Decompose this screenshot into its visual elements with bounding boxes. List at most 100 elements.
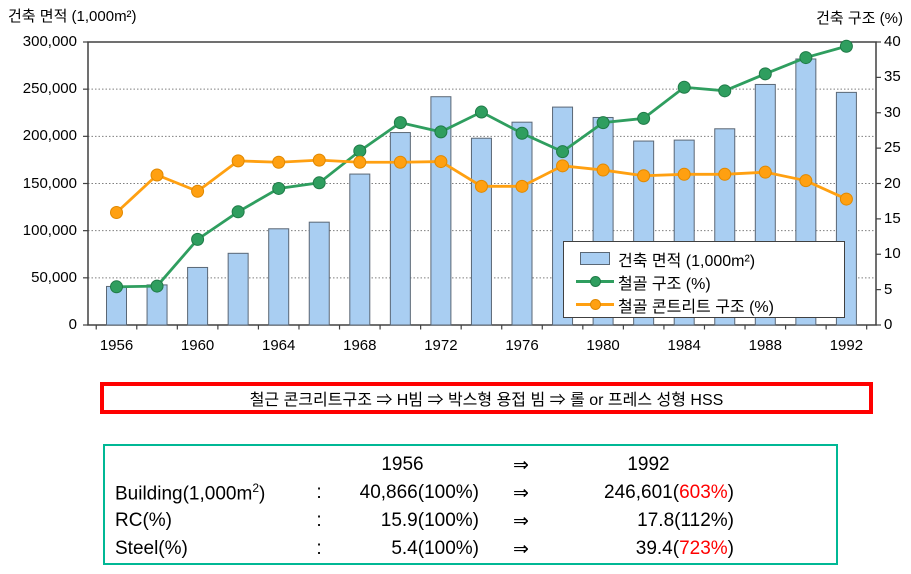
- legend-item: 건축 면적 (1,000m²): [576, 247, 844, 270]
- superscript: 2: [252, 480, 259, 495]
- rc-structure-point: [110, 206, 123, 220]
- x-axis-tick-label: 1980: [586, 337, 620, 354]
- steel-structure-point: [231, 205, 245, 219]
- bar-swatch: [580, 252, 610, 265]
- evolution-banner: 철근 콘크리트구조 ⇒ H빔 ⇒ 박스형 용접 빔 ⇒ 롤 or 프레스 성형 …: [100, 382, 873, 414]
- building-area-swatch-icon: [576, 252, 614, 265]
- value-1992: 17.8(112%): [637, 510, 734, 531]
- summary-row: RC(%): 15.9(100%) ⇒ 17.8(112%): [115, 507, 836, 535]
- right-axis-tick-label: 35: [884, 68, 901, 86]
- left-axis-tick-label: 50,000: [31, 268, 77, 286]
- legend-item-label: 철골 구조 (%): [618, 275, 711, 293]
- row-colon: :: [316, 482, 322, 503]
- right-axis-tick-label: 5: [884, 280, 893, 298]
- rc-structure-point: [191, 184, 205, 198]
- x-axis-tick-label: 1968: [343, 337, 377, 354]
- steel-structure-point: [758, 67, 772, 81]
- row-arrow-icon: ⇒: [513, 482, 529, 504]
- left-axis-tick-label: 200,000: [22, 127, 77, 145]
- steel-structure-point: [434, 125, 448, 139]
- rc-structure-point: [474, 179, 488, 193]
- rc-structure-point: [353, 155, 367, 169]
- rc-structure-point: [637, 169, 651, 183]
- rc-structure-point: [515, 179, 529, 193]
- x-axis-tick-label: 1988: [748, 337, 782, 354]
- legend-item: 철골 구조 (%): [576, 270, 844, 293]
- building-area-bar: [430, 96, 452, 326]
- header-year-1956: 1956: [381, 454, 424, 475]
- left-axis-tick-label: 0: [68, 316, 77, 333]
- legend-item-label: 건축 면적 (1,000m²): [618, 252, 756, 270]
- building-area-bar: [349, 173, 371, 326]
- rc-structure-point: [312, 153, 326, 167]
- steel-structure-point: [150, 279, 164, 293]
- row-label: Building(1,000m2): [115, 480, 266, 505]
- value-1956: 5.4(100%): [391, 538, 479, 559]
- steel-structure-point: [312, 176, 326, 190]
- steel-structure-point: [677, 80, 691, 94]
- rc-structure-point: [758, 165, 772, 179]
- left-axis-tick-labels: 300,000 250,000 200,000 150,000 100,000 50,00…: [0, 0, 81, 345]
- x-axis-tick-label: 1956: [99, 337, 134, 354]
- rc-structure-point: [393, 155, 407, 169]
- left-axis-tick-label: 300,000: [22, 33, 77, 50]
- right-axis-tick-label: 20: [884, 174, 901, 192]
- building-area-bar: [187, 266, 209, 326]
- x-axis-tick-label: 1964: [262, 337, 296, 354]
- x-axis-tick-label: 1972: [424, 337, 458, 354]
- steel-structure-point: [272, 181, 286, 195]
- right-axis-tick-labels: 40 35 30 25 20 15 10 5 0: [882, 0, 911, 345]
- summary-row: Building(1,000m2): 40,866(100%) ⇒ 246,601(6…: [115, 479, 836, 507]
- dot-swatch: [589, 276, 601, 287]
- rc-structure-point: [272, 155, 286, 169]
- summary-header-row: 1956 ⇒ 1992: [115, 451, 836, 479]
- rc-structure-point: [799, 174, 813, 188]
- left-axis-tick-label: 100,000: [22, 221, 77, 239]
- steel-structure-point: [839, 39, 853, 53]
- summary-table: 1956 ⇒ 1992 Building(1,000m2): 40,866(100%) ⇒…: [103, 444, 838, 565]
- left-axis-title: 건축 면적 (1,000m²): [8, 8, 137, 25]
- header-year-1992: 1992: [627, 454, 670, 475]
- row-label: Steel(%): [115, 538, 188, 559]
- x-axis-tick-labels: 1956 1960 1964 1968 1972 1976 1980 1984 1988 1992: [99, 337, 864, 354]
- steel-structure-point: [191, 232, 205, 246]
- steel-structure-point: [596, 116, 610, 130]
- building-area-bar: [308, 221, 330, 326]
- header-arrow-icon: ⇒: [513, 454, 529, 476]
- rc-structure-point: [718, 167, 732, 181]
- building-area-bar: [511, 121, 533, 326]
- row-label: RC(%): [115, 510, 172, 531]
- legend-item-label: 철골 콘트리트 구조 (%): [618, 298, 774, 316]
- right-axis-tick-label: 0: [884, 316, 893, 333]
- legend-item: 철골 콘트리트 구조 (%): [576, 293, 844, 316]
- building-area-bar: [227, 252, 249, 326]
- right-axis-tick-label: 10: [884, 245, 901, 263]
- right-axis-tick-label: 15: [884, 209, 901, 227]
- steel-structure-point: [515, 126, 529, 140]
- chart-legend: 건축 면적 (1,000m²) 철골 구조 (%) 철골 콘트리트 구조 (%): [563, 241, 845, 318]
- right-axis-tick-label: 25: [884, 139, 901, 157]
- x-axis-tick-label: 1992: [829, 337, 864, 354]
- steel-structure-point: [393, 116, 407, 130]
- rc-structure-point: [150, 168, 164, 182]
- steel-structure-point: [474, 105, 488, 119]
- row-colon: :: [316, 538, 322, 559]
- right-axis-tick-label: 40: [884, 33, 901, 50]
- value-1956: 40,866(100%): [359, 482, 479, 503]
- value-1992: 246,601(603%): [604, 482, 734, 503]
- building-area-bar: [268, 228, 290, 326]
- building-area-bar: [389, 132, 411, 326]
- right-axis-tick-label: 30: [884, 103, 901, 121]
- value-1992-highlight: 603%: [679, 482, 728, 503]
- x-axis-tick-label: 1976: [505, 337, 539, 354]
- steel-line-swatch-icon: [576, 276, 614, 287]
- dot-swatch: [589, 299, 601, 310]
- right-axis-title: 건축 구조 (%): [816, 10, 903, 27]
- rc-line-swatch-icon: [576, 299, 614, 310]
- left-axis-tick-label: 150,000: [22, 174, 77, 192]
- steel-structure-point: [637, 111, 651, 125]
- row-colon: :: [316, 510, 322, 531]
- steel-structure-point: [718, 84, 732, 98]
- value-1956: 15.9(100%): [380, 510, 479, 531]
